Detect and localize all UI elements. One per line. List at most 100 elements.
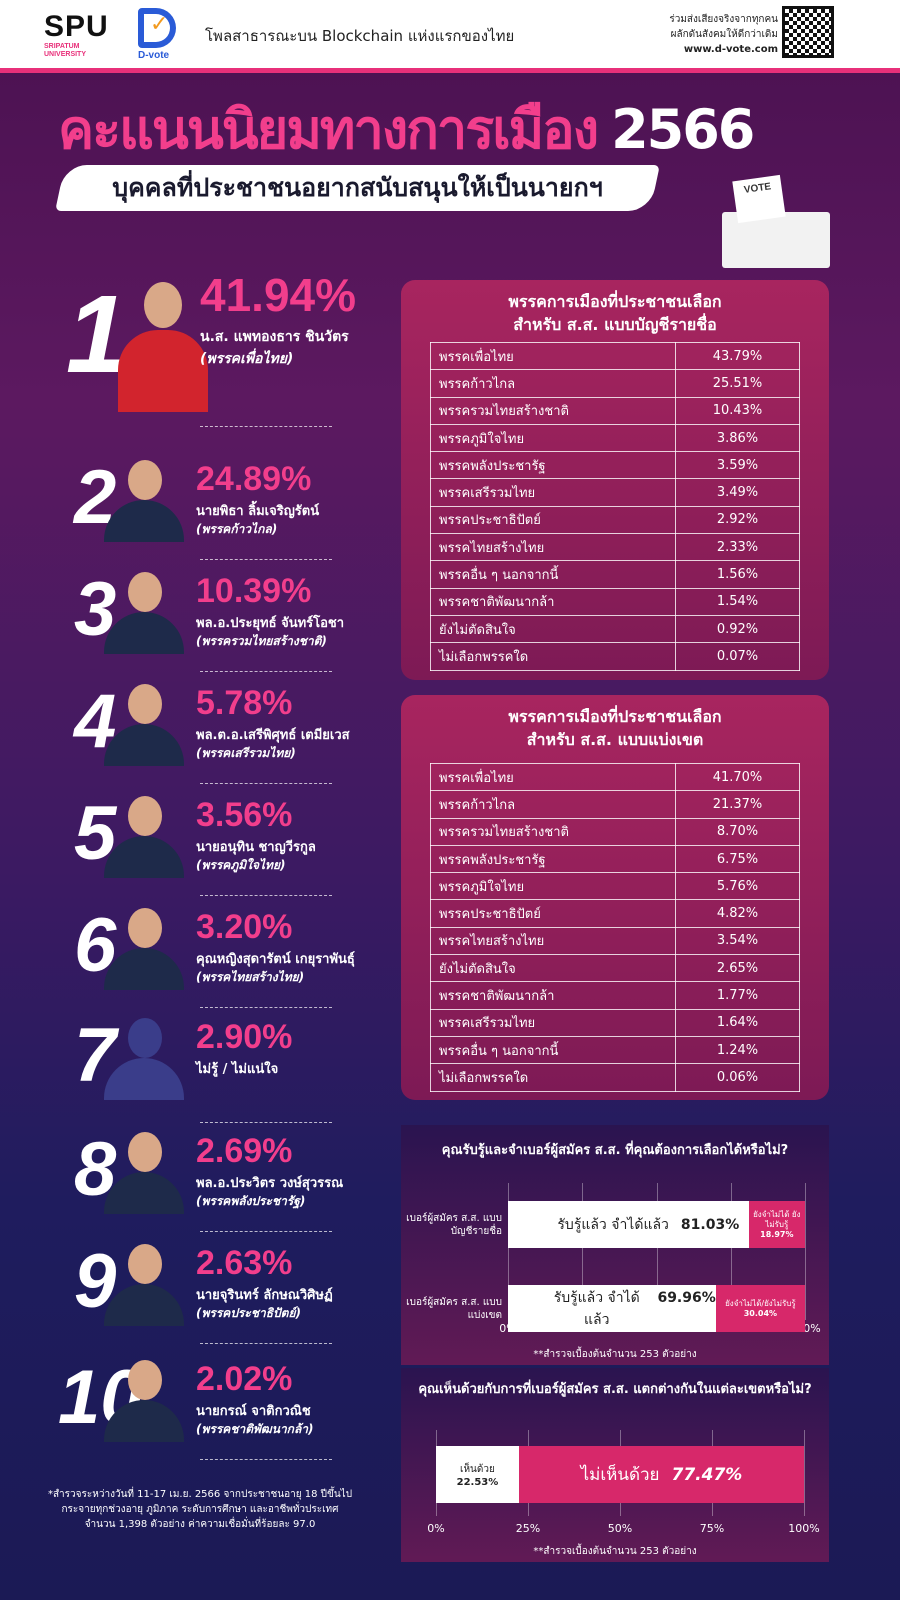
party-percent-cell: 3.59% <box>675 451 800 480</box>
check-icon: ✓ <box>150 12 169 37</box>
table-row: ไม่เลือกพรรคใด 0.06% <box>430 1063 800 1092</box>
divider <box>200 426 332 427</box>
footnote-line: กระจายทุกช่วงอายุ ภูมิภาค ระดับการศึกษา … <box>61 1504 339 1515</box>
party-name-cell: พรรคเพื่อไทย <box>430 762 676 792</box>
panel-title-line: สำหรับ ส.ส. แบบแบ่งเขต <box>526 730 704 749</box>
table-row: พรรคเพื่อไทย 43.79% <box>430 341 800 371</box>
table-row: พรรครวมไทยสร้างชาติ 8.70% <box>430 817 800 846</box>
slogan-line-1: ร่วมส่งเสียงจริงจากทุกคน <box>669 14 778 25</box>
party-name-cell: พรรคภูมิใจไทย <box>430 872 676 901</box>
ballot-card-icon: VOTE <box>732 174 786 224</box>
data-label: 77.47% <box>671 1465 743 1485</box>
rank-number: 1 <box>66 273 128 396</box>
panel-title-line: สำหรับ ส.ส. แบบบัญชีรายชื่อ <box>513 315 717 334</box>
candidate-party: (พรรคพลังประชารัฐ) <box>196 1194 306 1208</box>
candidate-name: นายพิธา ลิ้มเจริญรัตน์ <box>196 504 320 519</box>
candidate-name: คุณหญิงสุดารัตน์ เกยุราพันธุ์ <box>196 952 355 967</box>
table-row: พรรคเสรีรวมไทย 3.49% <box>430 478 800 507</box>
table-row: พรรคชาติพัฒนากล้า 1.54% <box>430 587 800 616</box>
candidate-photo <box>100 1236 188 1326</box>
table-row: ไม่เลือกพรรคใด 0.07% <box>430 642 800 671</box>
party-percent-cell: 0.92% <box>675 614 800 644</box>
panel-title-line: พรรคการเมืองที่ประชาชนเลือก <box>508 292 722 311</box>
candidate-percent: 3.20% <box>196 908 293 946</box>
party-name-cell: พรรคเพื่อไทย <box>430 341 676 371</box>
dvote-logo-label: D-vote <box>138 50 170 61</box>
ballot-label: VOTE <box>743 181 772 196</box>
spu-logo: SPU <box>44 10 109 43</box>
title-year: 2566 <box>611 98 755 161</box>
photo-body <box>104 724 184 766</box>
party-percent-cell: 2.65% <box>675 954 800 983</box>
candidate-photo <box>100 564 188 654</box>
photo-head <box>128 1244 162 1284</box>
candidate-entry: 2 24.89% นายพิธา ลิ้มเจริญรัตน์ (พรรคก้าวไก… <box>0 450 400 560</box>
candidate-entry: 6 3.20% คุณหญิงสุดารัตน์ เกยุราพันธุ์ (พรรค… <box>0 898 400 1008</box>
table-row: พรรคพลังประชารัฐ 6.75% <box>430 844 800 874</box>
photo-head <box>128 1018 162 1058</box>
photo-body <box>104 1058 184 1100</box>
bar-segment: รับรู้แล้ว จำได้แล้ว 69.96% <box>508 1285 716 1332</box>
candidate-party: (พรรครวมไทยสร้างชาติ) <box>196 634 327 648</box>
title-text: คะแนนนิยมทางการเมือง <box>58 98 599 161</box>
party-name-cell: พรรคพลังประชารัฐ <box>430 844 676 874</box>
x-tick-label: 25% <box>515 1522 541 1535</box>
party-name-cell: ยังไม่ตัดสินใจ <box>430 614 676 644</box>
party-list-panel: พรรคการเมืองที่ประชาชนเลือกสำหรับ ส.ส. แ… <box>401 280 829 680</box>
party-name-cell: พรรคอื่น ๆ นอกจากนี้ <box>430 1035 676 1065</box>
bar-segment: ยังจำไม่ได้ ยังไม่รับรู้ 18.97% <box>748 1201 805 1248</box>
photo-body <box>104 500 184 542</box>
party-percent-cell: 5.76% <box>675 872 800 901</box>
header-divider <box>0 68 900 73</box>
party-name-cell: พรรคเสรีรวมไทย <box>430 478 676 507</box>
dvote-logo <box>138 8 176 48</box>
candidate-entry: 8 2.69% พล.อ.ประวิตร วงษ์สุวรรณ (พรรคพลังปร… <box>0 1122 400 1232</box>
tagline: โพลสาธารณะบน Blockchain แห่งแรกของไทย <box>205 27 515 45</box>
grid-line <box>804 1430 805 1516</box>
series-name: ยังจำไม่ได้ ยังไม่รับรู้ <box>753 1210 801 1229</box>
party-percent-cell: 0.06% <box>675 1063 800 1092</box>
divider <box>200 783 332 784</box>
candidate-photo <box>100 452 188 542</box>
photo-body <box>104 1172 184 1214</box>
divider <box>200 1231 332 1232</box>
photo-head <box>128 1360 162 1400</box>
candidate-party: (พรรคเพื่อไทย) <box>200 351 294 367</box>
party-name-cell: ไม่เลือกพรรคใด <box>430 1063 676 1092</box>
candidate-name: นายกรณ์ จาติกวณิช <box>196 1404 311 1419</box>
party-name-cell: พรรคชาติพัฒนากล้า <box>430 587 676 616</box>
party-percent-cell: 3.54% <box>675 926 800 956</box>
party-percent-cell: 4.82% <box>675 899 800 928</box>
spu-logo-subtitle: SRIPATUM UNIVERSITY <box>44 43 87 58</box>
table-row: ยังไม่ตัดสินใจ 0.92% <box>430 614 800 644</box>
candidate-party: (พรรคเสรีรวมไทย) <box>196 746 296 760</box>
page-title: คะแนนนิยมทางการเมือง 2566 <box>58 86 755 172</box>
data-label: 69.96% <box>657 1289 716 1306</box>
photo-body <box>104 612 184 654</box>
candidate-name: น.ส. แพทองธาร ชินวัตร <box>200 329 349 345</box>
slogan-line-2: ผลักดันสังคมให้ดีกว่าเดิม <box>670 29 778 40</box>
party-name-cell: พรรครวมไทยสร้างชาติ <box>430 817 676 846</box>
table-row: พรรคภูมิใจไทย 3.86% <box>430 423 800 453</box>
party-name-cell: พรรคพลังประชารัฐ <box>430 451 676 480</box>
party-percent-cell: 2.33% <box>675 533 800 562</box>
series-name: เห็นด้วย <box>460 1463 495 1475</box>
table-row: พรรคเพื่อไทย 41.70% <box>430 762 800 792</box>
chart-note: **สำรวจเบื้องต้นจำนวน 253 ตัวอย่าง <box>533 1349 697 1360</box>
candidate-percent: 41.94% <box>200 269 357 321</box>
party-name-cell: พรรคภูมิใจไทย <box>430 423 676 453</box>
grid-line <box>805 1183 806 1320</box>
x-tick-label: 75% <box>699 1522 725 1535</box>
photo-head <box>128 796 162 836</box>
table-row: พรรคภูมิใจไทย 5.76% <box>430 872 800 901</box>
website-link[interactable]: www.d-vote.com <box>683 44 778 55</box>
candidate-entry: 7 2.90% ไม่รู้ / ไม่แน่ใจ <box>0 1008 400 1123</box>
subtitle-text: บุคคลที่ประชาชนอยากสนับสนุนให้เป็นนายกฯ <box>112 173 603 202</box>
table-row: พรรครวมไทยสร้างชาติ 10.43% <box>430 396 800 425</box>
candidate-entry: 3 10.39% พล.อ.ประยุทธ์ จันทร์โอชา (พรรครวมไ… <box>0 562 400 672</box>
candidate-name: พล.อ.ประวิตร วงษ์สุวรรณ <box>196 1176 344 1191</box>
footnote-line: *สำรวจระหว่างวันที่ 11-17 เม.ย. 2566 จาก… <box>47 1489 353 1500</box>
candidate-photo <box>100 1352 188 1442</box>
candidate-percent: 2.02% <box>196 1360 293 1398</box>
